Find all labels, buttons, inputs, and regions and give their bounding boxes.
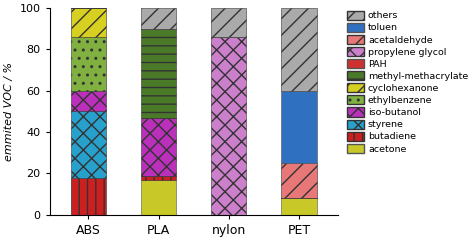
- Bar: [211, 8, 247, 37]
- Bar: [141, 29, 176, 118]
- Bar: [71, 37, 106, 91]
- Bar: [141, 118, 176, 175]
- Bar: [71, 8, 106, 37]
- Bar: [71, 91, 106, 112]
- Bar: [141, 8, 176, 29]
- Bar: [71, 112, 106, 178]
- Legend: others, toluen, acetaldehyde, propylene glycol, PAH, methyl-methacrylate, cycloh: others, toluen, acetaldehyde, propylene …: [345, 9, 470, 155]
- Bar: [211, 37, 247, 215]
- Bar: [282, 198, 316, 215]
- Bar: [141, 175, 176, 180]
- Bar: [141, 180, 176, 215]
- Bar: [71, 178, 106, 215]
- Y-axis label: emmited VOC / %: emmited VOC / %: [4, 62, 14, 161]
- Bar: [282, 91, 316, 163]
- Bar: [282, 163, 316, 198]
- Bar: [282, 8, 316, 91]
